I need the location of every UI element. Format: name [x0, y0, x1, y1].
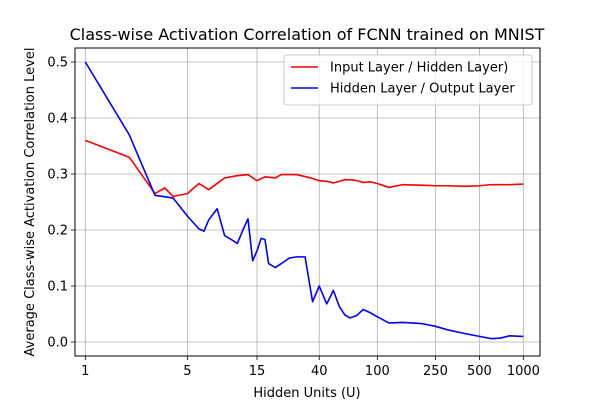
x-axis-label: Hidden Units (U): [253, 386, 360, 400]
x-tick-label: 5: [183, 364, 191, 379]
series-lines: [84, 61, 524, 340]
x-tick-label: 40: [311, 364, 328, 379]
series-line-hidden-output: [84, 61, 524, 340]
x-tick-label: 15: [249, 364, 266, 379]
y-tick-label: 0.5: [47, 56, 68, 71]
y-tick-label: 0.1: [47, 280, 68, 295]
x-tick-label: 1000: [507, 364, 540, 379]
chart-title: Class-wise Activation Correlation of FCN…: [70, 25, 545, 44]
x-tick-label: 100: [365, 364, 390, 379]
y-tick-label: 0.2: [47, 224, 68, 239]
y-axis-label: Average Class-wise Activation Correlatio…: [23, 48, 38, 357]
y-tick-label: 0.4: [47, 112, 68, 127]
legend: Input Layer / Hidden Layer) Hidden Layer…: [283, 54, 533, 106]
plot-frame: [74, 47, 541, 357]
legend-label-hidden-output: Hidden Layer / Output Layer: [330, 82, 515, 97]
y-tick-label: 0.0: [47, 336, 68, 351]
series-line-input-hidden: [85, 139, 524, 198]
x-tick-label: 500: [467, 364, 492, 379]
x-tick-label: 1: [81, 364, 89, 379]
x-tick-label: 250: [423, 364, 448, 379]
y-tick-label: 0.3: [47, 168, 68, 183]
legend-box: [283, 54, 533, 106]
legend-label-input-hidden: Input Layer / Hidden Layer): [330, 61, 508, 76]
